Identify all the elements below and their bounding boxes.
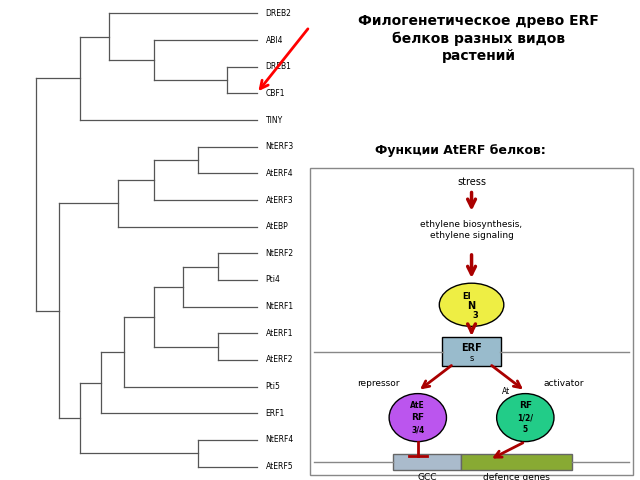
Text: AtEBP: AtEBP: [266, 222, 288, 231]
Text: stress: stress: [457, 178, 486, 187]
Text: 5: 5: [523, 425, 528, 434]
Text: NtERF1: NtERF1: [266, 302, 294, 311]
FancyBboxPatch shape: [310, 168, 633, 475]
Text: RF: RF: [412, 413, 424, 422]
Text: RF: RF: [519, 401, 532, 410]
Text: AtERF4: AtERF4: [266, 169, 293, 178]
Text: NtERF4: NtERF4: [266, 435, 294, 444]
Text: Филогенетическое древо ERF
белков разных видов
растений: Филогенетическое древо ERF белков разных…: [358, 14, 599, 63]
Text: s: s: [469, 354, 474, 363]
Text: TINY: TINY: [266, 116, 283, 124]
Text: DREB2: DREB2: [266, 9, 291, 18]
Text: CBF1: CBF1: [266, 89, 285, 98]
Text: DREB1: DREB1: [266, 62, 291, 71]
FancyBboxPatch shape: [442, 337, 501, 366]
Text: defence genes: defence genes: [483, 473, 550, 480]
Text: AtERF2: AtERF2: [266, 356, 293, 364]
Text: 1/2/: 1/2/: [517, 413, 533, 422]
Text: NtERF3: NtERF3: [266, 142, 294, 151]
Text: ERF: ERF: [461, 343, 482, 353]
Text: repressor: repressor: [357, 380, 399, 388]
Text: NtERF2: NtERF2: [266, 249, 294, 258]
Text: EI: EI: [462, 292, 470, 301]
FancyBboxPatch shape: [393, 454, 461, 470]
Text: AtERF3: AtERF3: [266, 195, 293, 204]
Text: ERF1: ERF1: [266, 409, 285, 418]
Text: 3/4: 3/4: [411, 425, 424, 434]
Text: 3: 3: [472, 312, 478, 320]
Text: GCC: GCC: [417, 473, 436, 480]
Text: AtERF1: AtERF1: [266, 329, 293, 338]
Text: Pti5: Pti5: [266, 382, 280, 391]
Ellipse shape: [389, 394, 447, 442]
Text: AtE: AtE: [410, 401, 425, 410]
Text: Pti4: Pti4: [266, 276, 280, 285]
Text: AtERF5: AtERF5: [266, 462, 293, 471]
Ellipse shape: [497, 394, 554, 442]
Text: ethylene biosynthesis,
ethylene signaling: ethylene biosynthesis, ethylene signalin…: [420, 220, 523, 240]
Text: ABI4: ABI4: [266, 36, 283, 45]
FancyBboxPatch shape: [461, 454, 572, 470]
Text: At: At: [502, 387, 509, 396]
Text: Функции AtERF белков:: Функции AtERF белков:: [376, 144, 546, 157]
Text: activator: activator: [543, 380, 584, 388]
Ellipse shape: [439, 283, 504, 326]
Text: N: N: [467, 301, 476, 311]
